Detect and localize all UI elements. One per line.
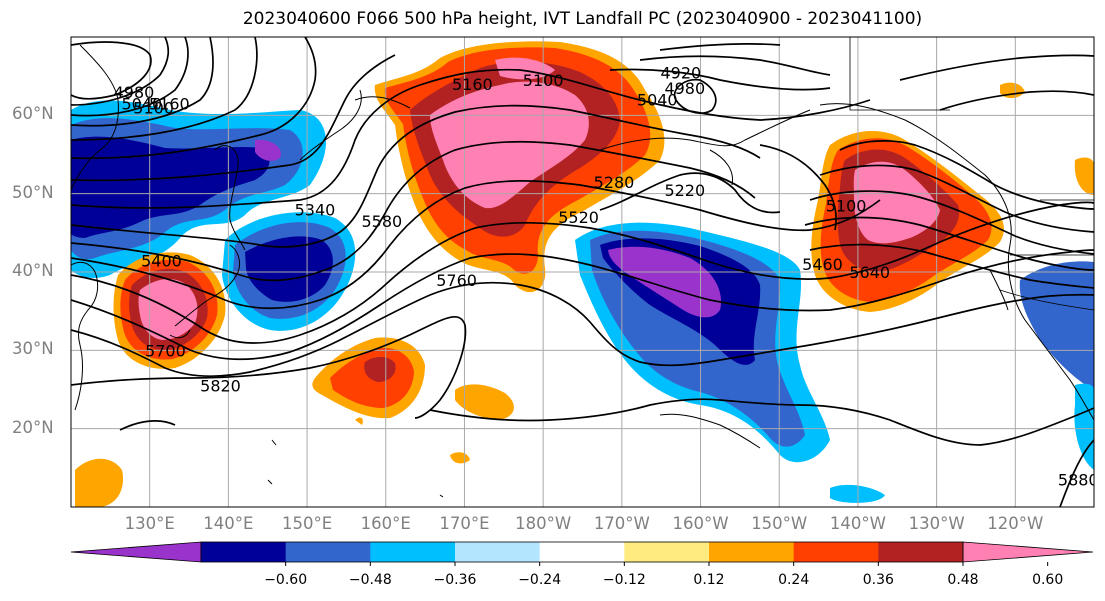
colorbar-tick-label: 0.48 [947,572,979,588]
colorbar-tick-label: 0.60 [1032,572,1064,588]
colorbar-segment [455,542,541,562]
colorbar-segment [370,542,456,562]
contour-labels: 4980504051005160516051004920498050405280… [114,63,1099,490]
contour-label: 5160 [452,75,493,94]
contour-label: 5400 [141,251,182,270]
longitude-label: 160°E [360,514,411,533]
latitude-label: 50°N [12,182,54,202]
contour-label: 5160 [149,95,190,114]
colorbar-max-extend [962,541,1094,563]
contour-label: 5760 [436,271,477,290]
latitude-label: 40°N [12,261,54,280]
contour-label: 5340 [295,200,336,219]
latitude-label: 20°N [12,417,54,437]
colorbar-segment [624,542,710,562]
contour-label: 5520 [558,208,599,227]
map-title: 2023040600 F066 500 hPa height, IVT Land… [242,9,923,29]
longitude-label: 130°E [124,514,175,533]
colorbar-segment [878,542,964,562]
contour-label: 5700 [145,341,186,360]
contour-label: 4980 [114,83,155,102]
contour-label: 5040 [637,91,678,110]
ivt-negative-shading [71,100,1094,503]
contour-label: 5460 [802,255,843,274]
contour-label: 4980 [664,79,705,98]
map-frame [70,36,1095,508]
longitude-label: 150°W [751,514,808,533]
contour-label: 5820 [200,377,241,396]
colorbar-segment [201,542,287,562]
longitude-label: 180°W [515,514,572,533]
political-borders [849,37,1094,311]
contour-label: 4920 [661,63,702,82]
colorbar-segment [285,542,371,562]
longitude-label: 140°E [203,514,254,533]
colorbar-tick-label: −0.48 [348,572,392,588]
colorbar-segments [70,541,1094,566]
latitude-label: 30°N [12,339,54,359]
contour-label: 5100 [133,99,174,118]
contour-label: 5880 [1058,471,1099,490]
contour-label: 5100 [826,196,867,215]
contour-label: 5280 [594,173,635,192]
longitude-label: 120°W [987,514,1044,533]
colorbar-outline [200,541,964,563]
colorbar-tick-label: 0.24 [778,572,810,588]
colorbar-tick-label: 0.36 [862,572,894,588]
longitude-label: 130°W [908,514,965,533]
colorbar-min-extend [70,541,202,563]
colorbar-tick-label: −0.36 [433,572,477,588]
longitude-label: 170°E [439,514,490,533]
colorbar-tick-label: 0.12 [693,572,725,588]
longitude-label: 140°W [829,514,886,533]
colorbar-segment [709,542,795,562]
colorbar-segment [793,542,879,562]
colorbar-tick-label: −0.24 [518,572,562,588]
contour-label: 5040 [121,95,162,114]
contour-label: 5640 [849,263,890,282]
colorbar-tick-label: −0.12 [602,572,646,588]
colorbar-segment [539,542,625,562]
colorbar-tick-label: −0.60 [264,572,308,588]
longitude-label: 160°W [672,514,729,533]
contour-label: 5220 [664,181,705,200]
contour-label: 5100 [523,71,564,90]
longitude-label: 150°E [281,514,333,533]
latitude-label: 60°N [12,104,54,124]
contour-label: 5580 [361,212,402,231]
height-contours [71,37,1094,507]
longitude-label: 170°W [593,514,650,533]
